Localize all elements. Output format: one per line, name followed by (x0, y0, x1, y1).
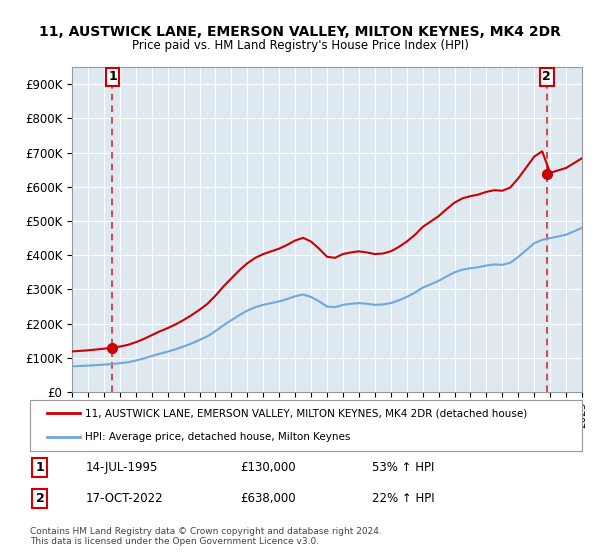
Text: 22% ↑ HPI: 22% ↑ HPI (372, 492, 435, 505)
FancyBboxPatch shape (30, 400, 582, 451)
Text: 2: 2 (35, 492, 44, 505)
Text: £638,000: £638,000 (240, 492, 295, 505)
Text: 53% ↑ HPI: 53% ↑ HPI (372, 461, 434, 474)
Text: £130,000: £130,000 (240, 461, 295, 474)
Text: 1: 1 (35, 461, 44, 474)
Text: HPI: Average price, detached house, Milton Keynes: HPI: Average price, detached house, Milt… (85, 432, 350, 442)
Text: 11, AUSTWICK LANE, EMERSON VALLEY, MILTON KEYNES, MK4 2DR: 11, AUSTWICK LANE, EMERSON VALLEY, MILTO… (39, 25, 561, 39)
Text: 14-JUL-1995: 14-JUL-1995 (85, 461, 158, 474)
Text: 11, AUSTWICK LANE, EMERSON VALLEY, MILTON KEYNES, MK4 2DR (detached house): 11, AUSTWICK LANE, EMERSON VALLEY, MILTO… (85, 408, 527, 418)
Text: 1: 1 (108, 71, 117, 83)
Text: 2: 2 (542, 71, 551, 83)
Text: 17-OCT-2022: 17-OCT-2022 (85, 492, 163, 505)
Text: Contains HM Land Registry data © Crown copyright and database right 2024.
This d: Contains HM Land Registry data © Crown c… (30, 526, 382, 546)
Text: Price paid vs. HM Land Registry's House Price Index (HPI): Price paid vs. HM Land Registry's House … (131, 39, 469, 52)
